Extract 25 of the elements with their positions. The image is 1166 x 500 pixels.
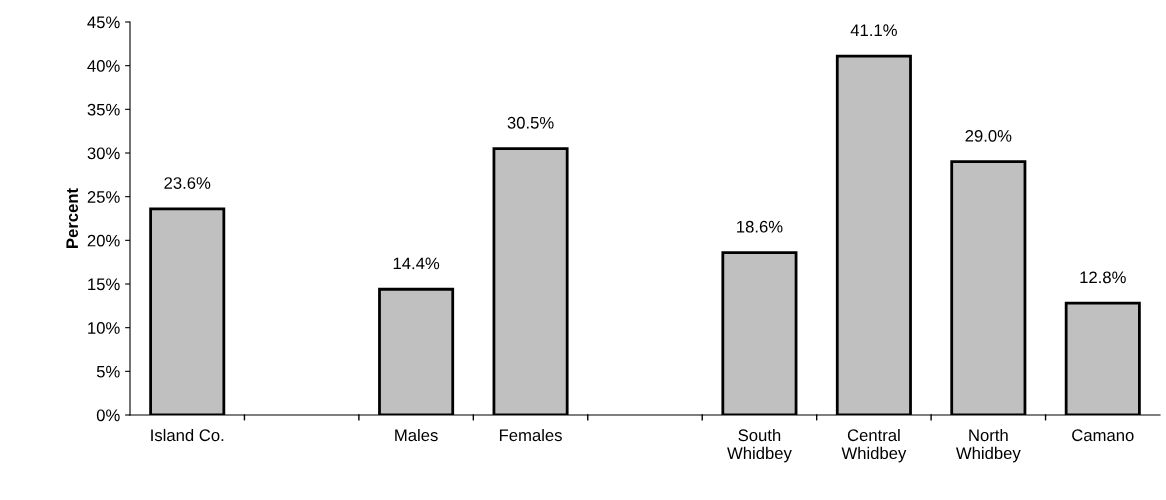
data-label: 41.1% [850,24,897,37]
y-tick-label: 20% [87,234,120,247]
x-tick-label: South Whidbey [727,428,792,463]
data-label: 23.6% [164,177,211,189]
y-axis-title: Percent [66,188,79,248]
y-tick-label: 10% [88,322,120,334]
y-tick-label: 30% [87,147,120,160]
data-label: 29.0% [965,129,1012,142]
data-label: 18.6% [737,220,783,233]
x-tick-label: Camano [1072,429,1134,442]
data-label: 14.4% [393,257,440,270]
x-tick-label: Females [499,428,562,442]
y-tick-label: 40% [87,60,120,72]
x-tick-label: Island Co. [151,428,224,442]
y-tick-label: 25% [87,191,120,203]
data-label: 30.5% [507,116,554,129]
y-tick-label: 5% [96,365,120,378]
y-tick-label: 45% [87,16,120,29]
y-tick-label: 0% [96,409,120,422]
x-tick-label: Males [395,428,438,442]
data-label: 12.8% [1080,271,1126,284]
y-tick-label: 35% [87,103,120,116]
x-tick-label: Central Whidbey [841,428,907,463]
y-tick-label: 15% [88,278,120,291]
x-tick-label: North Whidbey [955,428,1021,463]
